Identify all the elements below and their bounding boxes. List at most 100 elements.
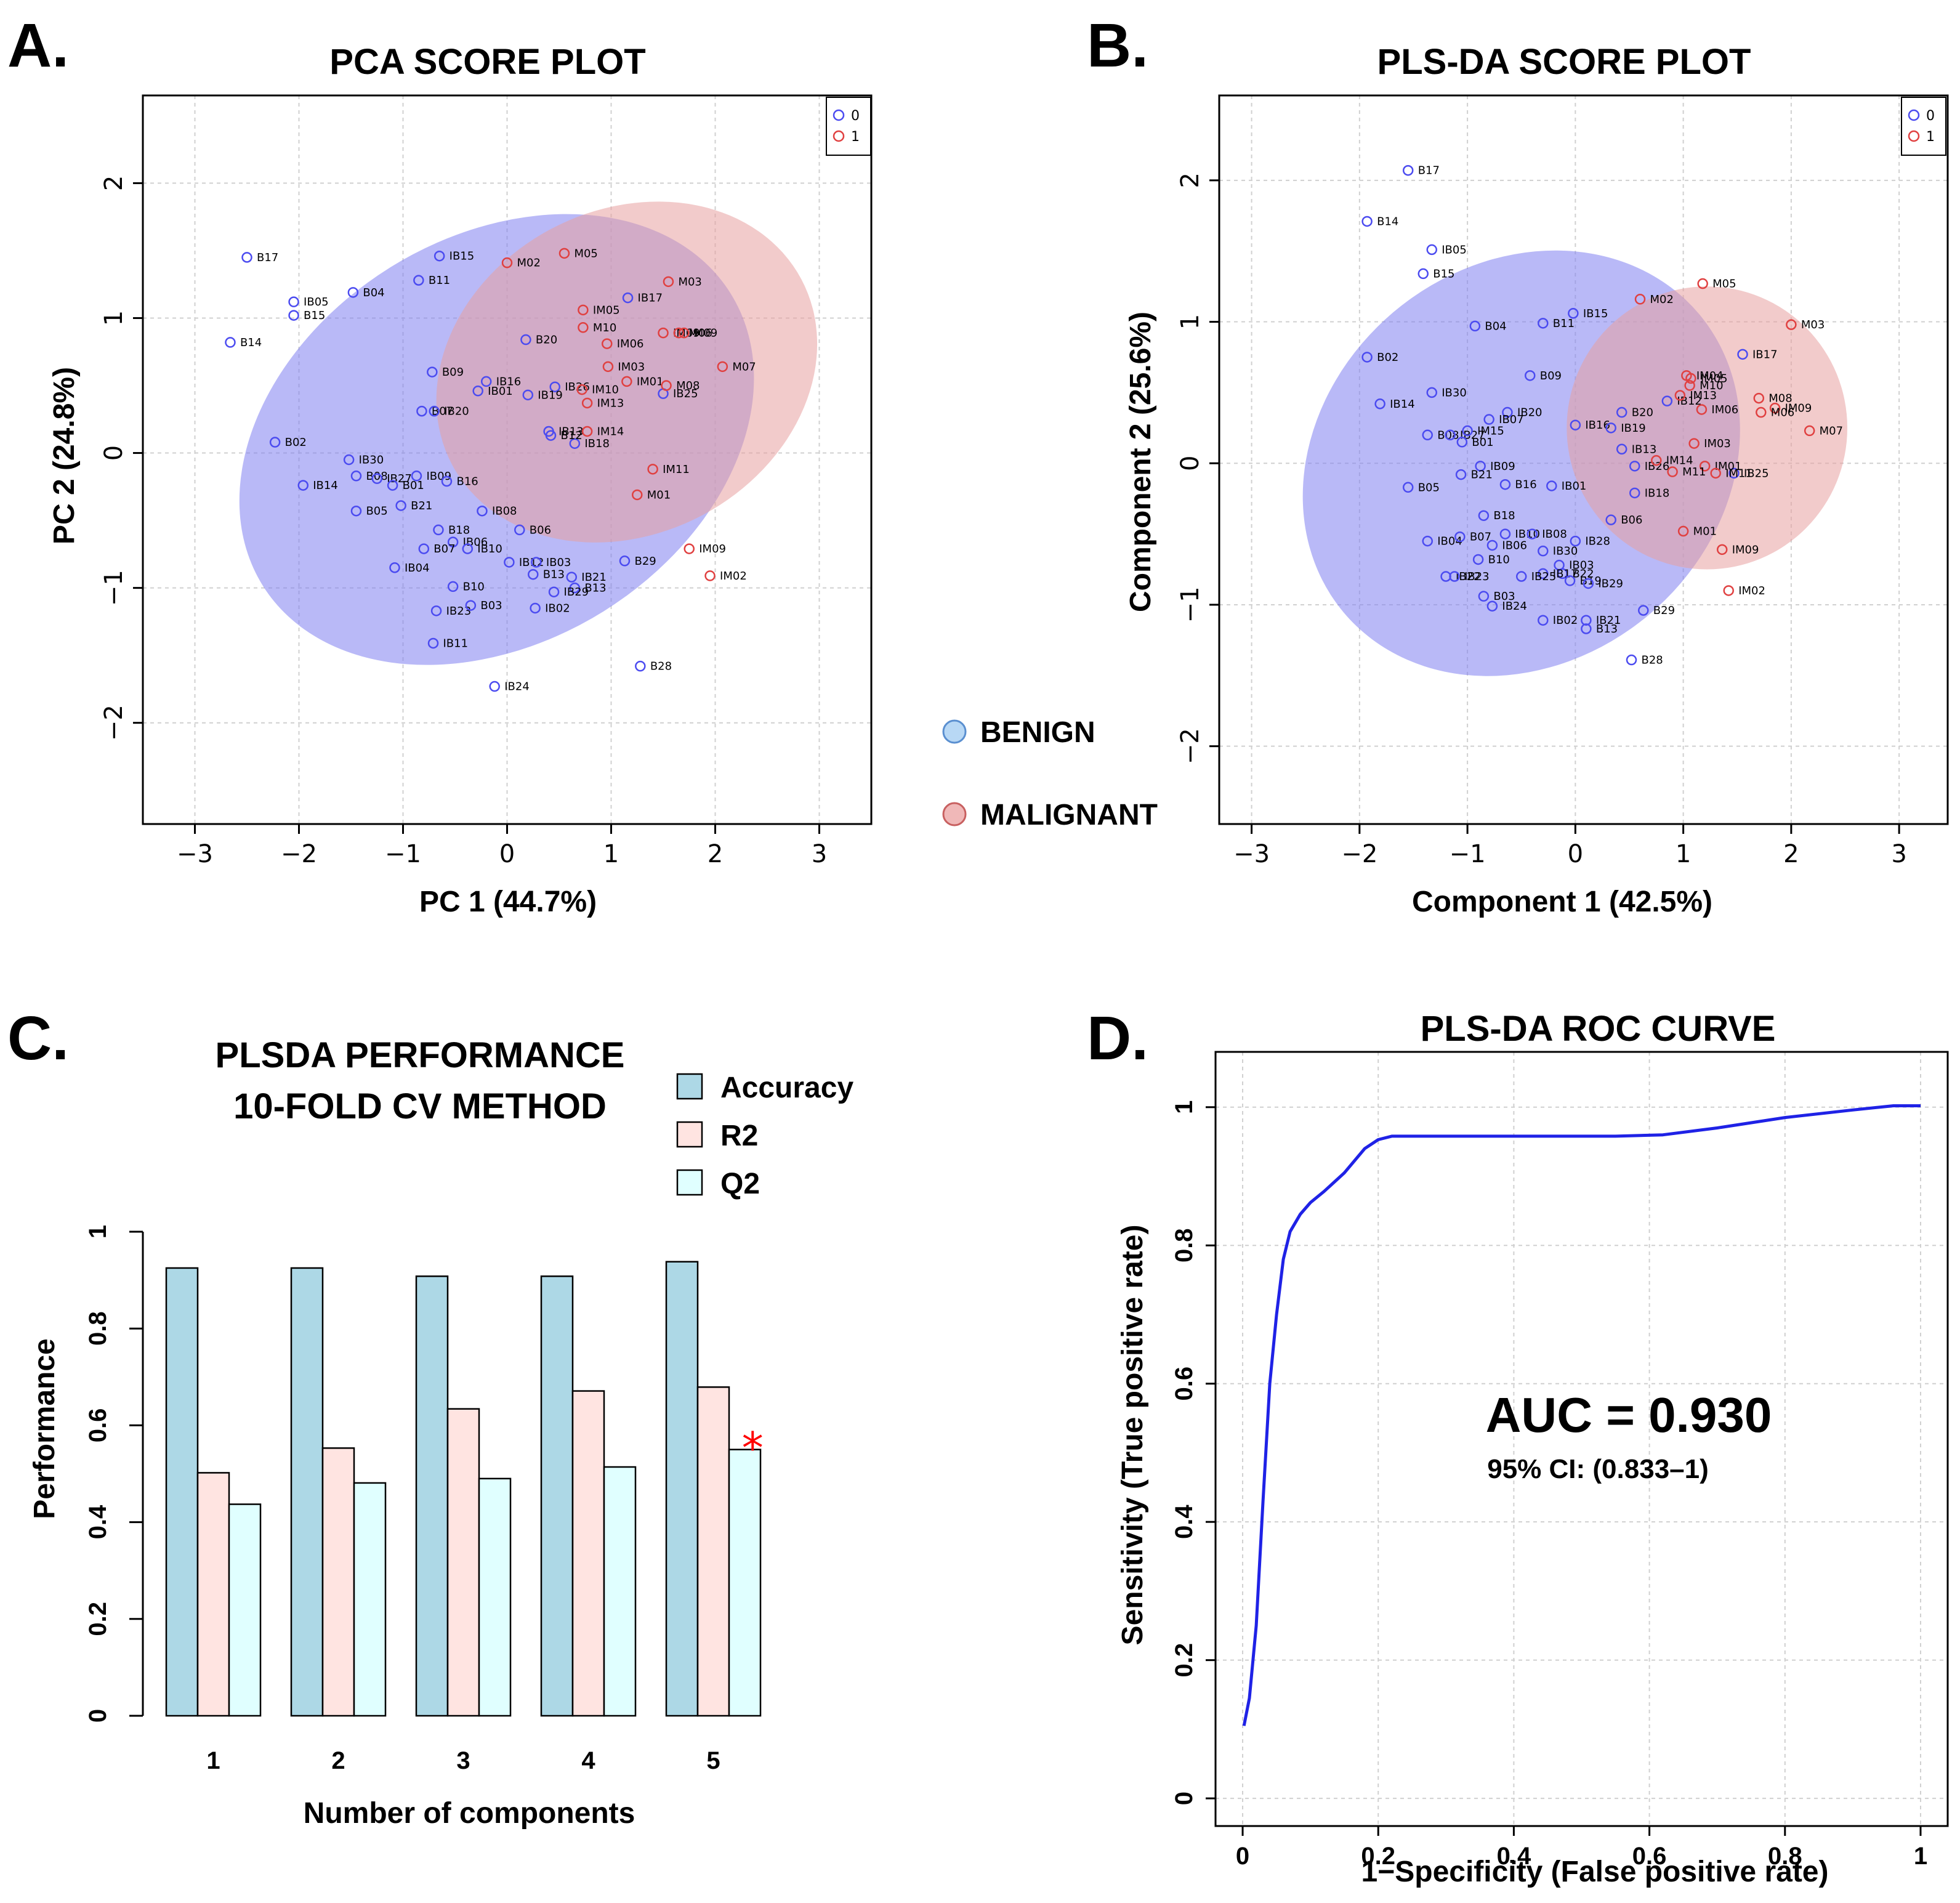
point-label: B13: [543, 568, 565, 581]
accuracy-bar: [290, 1267, 324, 1717]
point-label: B13: [1596, 623, 1618, 636]
malignant-point: [1634, 294, 1646, 305]
q2-bar: [228, 1503, 262, 1717]
benign-point: [269, 437, 281, 448]
point-label: M02: [1650, 293, 1674, 306]
point-label: IB09: [426, 470, 451, 483]
panel-b-legend: 0 1: [1901, 97, 1946, 156]
x-category-label: 4: [581, 1747, 595, 1774]
benign-point: [619, 556, 631, 567]
x-tick-label: −3: [1233, 840, 1270, 868]
benign-point: [1462, 425, 1473, 437]
panel-d-letter: D.: [1087, 1004, 1148, 1073]
y-tick-label: 0.6: [1171, 1367, 1198, 1401]
point-label: IB30: [1553, 545, 1578, 558]
point-label: IB02: [545, 602, 570, 615]
point-label: IB11: [443, 637, 469, 650]
y-tick-label: −2: [1176, 728, 1204, 764]
benign-point: [1472, 554, 1484, 565]
point-label: B13: [584, 582, 606, 595]
point-label: IM01: [1715, 460, 1742, 473]
panel-c: C. PLSDA PERFORMANCE 10-FOLD CV METHOD A…: [7, 1004, 853, 1830]
benign-point: [1361, 352, 1373, 363]
benign-point: [1629, 461, 1640, 472]
benign-point: [413, 275, 424, 286]
point-label: IB10: [477, 543, 502, 556]
panel-b-title: PLS-DA SCORE PLOT: [1377, 42, 1751, 82]
x-tick-label: 1: [1914, 1843, 1927, 1870]
y-tick-label: 0.8: [84, 1311, 111, 1346]
point-label: B09: [1540, 370, 1562, 382]
y-tick-label: 0: [1171, 1792, 1198, 1805]
point-label: IB25: [1531, 570, 1557, 583]
point-label: IB04: [405, 562, 430, 575]
point-label: B06: [1621, 514, 1642, 527]
benign-point: [1629, 487, 1640, 499]
point-label: IM14: [597, 425, 624, 438]
benign-point: [477, 505, 488, 517]
point-label: B12: [560, 429, 582, 442]
r2-bar: [321, 1447, 355, 1717]
point-label: IB22: [1456, 570, 1481, 583]
point-label: B06: [530, 523, 551, 536]
x-tick-label: 0: [499, 840, 515, 868]
benign-point: [1478, 591, 1490, 602]
point-label: IM11: [663, 463, 690, 476]
point-label: M05: [574, 247, 597, 260]
point-label: IB01: [1562, 480, 1587, 493]
point-label: B14: [240, 336, 262, 349]
point-label: B16: [456, 475, 478, 488]
benign-point: [371, 473, 382, 484]
roc-curve: [1242, 1104, 1921, 1726]
point-label: IB01: [488, 385, 513, 398]
point-label: IB21: [1596, 614, 1621, 627]
benign-legend-label: BENIGN: [980, 716, 1095, 749]
benign-point: [1426, 387, 1438, 398]
benign-point: [1483, 414, 1494, 425]
point-label: IB13: [559, 425, 584, 438]
benign-point: [441, 475, 453, 487]
point-label: M10: [593, 321, 616, 334]
benign-point: [1478, 510, 1490, 521]
point-label: B17: [1418, 164, 1440, 177]
point-label: IB24: [504, 681, 530, 693]
benign-point: [241, 252, 252, 263]
x-tick-label: −2: [1341, 840, 1377, 868]
point-label: IB13: [1632, 443, 1657, 456]
malignant-point: [621, 376, 632, 387]
x-tick-label: 2: [708, 840, 723, 868]
point-label: IB14: [1390, 398, 1415, 411]
malignant-point: [1651, 455, 1662, 466]
panel-b-plot-frame: [1218, 94, 1949, 825]
y-tick-label: 0.6: [84, 1408, 111, 1443]
point-label: B17: [257, 251, 278, 264]
benign-point: [1546, 480, 1557, 491]
benign-point: [1570, 535, 1581, 547]
benign-point: [462, 543, 474, 554]
point-label: IB28: [1585, 535, 1610, 548]
y-tick-label: 1: [1176, 314, 1204, 329]
benign-point: [447, 536, 459, 547]
panel-c-legend: Accuracy R2 Q2: [676, 1072, 853, 1200]
legend-0-label: 0: [851, 108, 860, 124]
x-tick-label: 1: [603, 840, 619, 868]
point-label: IM09: [699, 543, 726, 556]
point-label: IB05: [304, 296, 329, 309]
benign-point: [1605, 422, 1616, 434]
point-label: IB19: [1621, 422, 1646, 435]
point-label: B04: [363, 286, 384, 299]
legend-accuracy-label: Accuracy: [720, 1072, 853, 1104]
benign-point: [1638, 605, 1649, 616]
point-label: M07: [1820, 424, 1843, 437]
malignant-point: [1677, 525, 1689, 537]
point-label: M01: [1693, 525, 1717, 538]
point-label: M08: [1768, 392, 1792, 405]
point-label: B14: [1377, 215, 1398, 228]
panel-c-xlabel: Number of components: [304, 1797, 635, 1830]
point-label: IB30: [1442, 386, 1467, 399]
malignant-point: [658, 327, 669, 339]
point-label: IB20: [1517, 406, 1543, 419]
y-tick-label: 0: [84, 1709, 111, 1723]
legend-q2-label: Q2: [720, 1168, 760, 1200]
